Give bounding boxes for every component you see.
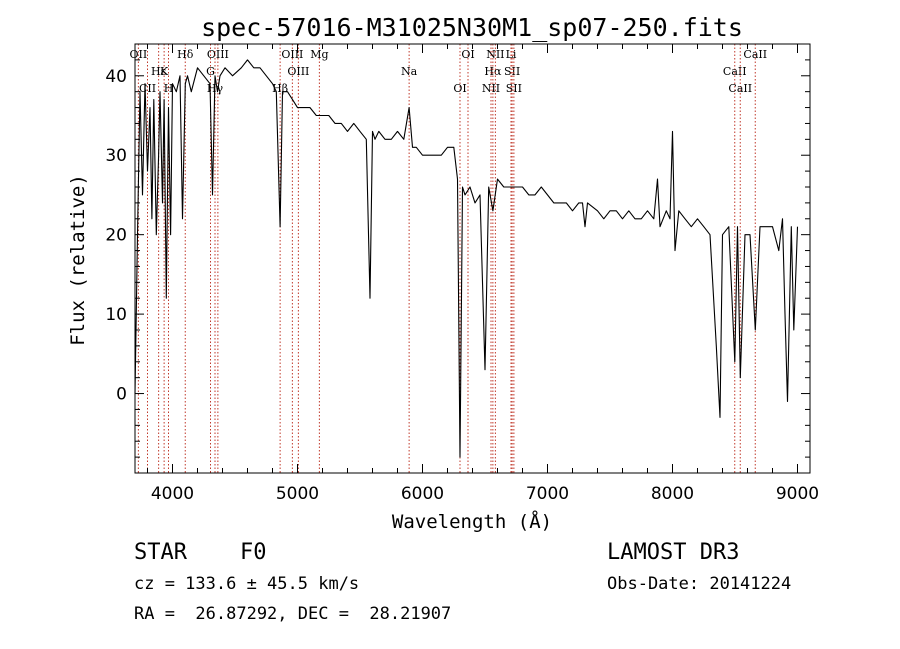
line-markers: HδKHOIIHεCIIOIIIGHγOIIIOIIIHβMgNaOIOIHαN… [130,44,767,473]
survey-name: LAMOST DR3 [607,540,740,565]
line-label: OII [130,48,148,61]
line-label: CaII [723,65,747,78]
spectrum-line [134,59,799,458]
y-tick-label: 20 [105,226,127,246]
line-label: Hα [484,65,502,78]
y-tick-label: 40 [105,67,127,87]
line-label: K [160,65,169,78]
line-label: H [164,82,174,95]
line-label: G [206,65,215,78]
line-label: CII [139,82,156,95]
y-tick-label: 30 [105,146,127,166]
line-label: CaII [728,82,752,95]
line-label: NII [486,48,504,61]
obs-date: Obs-Date: 20141224 [607,574,792,594]
x-tick-label: 7000 [526,484,569,504]
line-label: OI [461,48,474,61]
axes: 4000 5000 6000 7000 8000 9000 0 10 20 30 40 [105,43,819,504]
y-axis-label: Flux (relative) [67,174,89,346]
line-label: Hδ [177,48,194,61]
coordinates: RA = 26.87292, DEC = 28.21907 [134,604,452,624]
line-label: SII [506,82,522,95]
y-tick-label: 0 [116,385,127,405]
line-label: Li [506,48,517,61]
x-tick-label: 9000 [776,484,819,504]
x-tick-label: 4000 [151,484,194,504]
line-label: NII [482,82,500,95]
line-label: OIII [287,65,309,78]
line-label: Hε [151,65,167,78]
line-label: OIII [281,48,303,61]
line-label: Na [401,65,418,78]
x-axis-label: Wavelength (Å) [392,510,552,533]
line-label: SII [504,65,520,78]
object-class: STAR F0 [134,540,267,565]
x-tick-label: 6000 [401,484,444,504]
y-tick-label: 10 [105,305,127,325]
chart-title: spec-57016-M31025N30M1_sp07-250.fits [201,13,743,42]
redshift-cz: cz = 133.6 ± 45.5 km/s [134,574,360,594]
plot-frame [134,43,811,474]
line-label: OI [453,82,466,95]
line-label: Mg [310,48,328,61]
x-tick-label: 8000 [651,484,694,504]
line-label: CaII [743,48,767,61]
line-label: OIII [207,48,229,61]
x-tick-label: 5000 [276,484,319,504]
spectrum-series [134,59,799,458]
